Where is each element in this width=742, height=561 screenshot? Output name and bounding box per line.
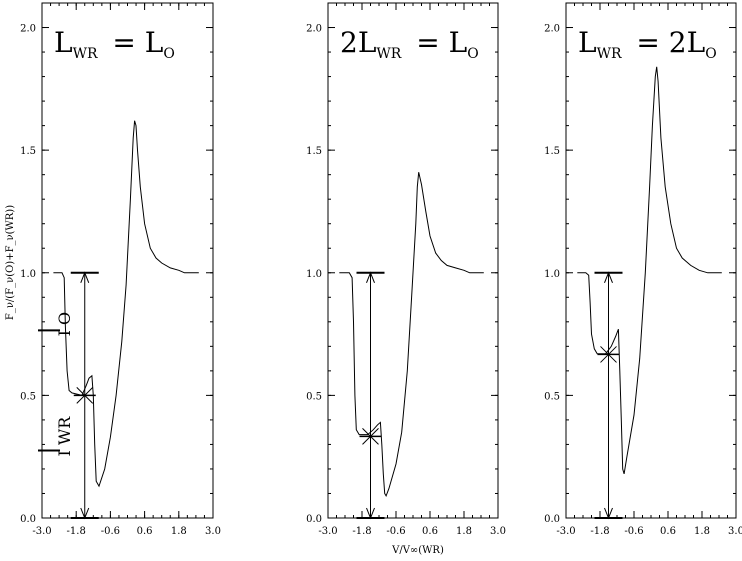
marker-arrow-down	[366, 507, 375, 520]
panel-title: 2LWR = LO	[340, 26, 479, 62]
x-tick-label: 0.6	[137, 526, 153, 537]
y-tick-label: 2.0	[20, 24, 36, 35]
x-tick-label: -3.0	[556, 526, 575, 537]
y-tick-label: 0.5	[306, 391, 322, 402]
x-tick-label: -3.0	[318, 526, 337, 537]
plot-frame	[327, 2, 499, 519]
spectrum-line	[577, 66, 722, 475]
x-tick-label: 0.6	[422, 526, 438, 537]
y-tick-label: 0.0	[544, 514, 560, 525]
x-tick-label: 3.0	[205, 526, 221, 537]
y-tick-label: 0.0	[20, 514, 36, 525]
y-tick-label: 1.5	[544, 146, 560, 157]
x-tick-label: -0.6	[101, 526, 120, 537]
y-tick-label: 1.0	[306, 269, 322, 280]
y-axis-label: F_ν/(F_ν(O)+F_ν(WR))	[5, 205, 16, 320]
x-tick-label: -3.0	[32, 526, 51, 537]
marker-arrow-down	[604, 507, 613, 520]
y-tick-label: 0.5	[544, 391, 560, 402]
plot-frame	[565, 2, 737, 519]
y-tick-label: 0.5	[20, 391, 36, 402]
x-tick-label: 1.8	[456, 526, 472, 537]
spectrum-line	[53, 120, 199, 488]
x-tick-label: -1.8	[67, 526, 86, 537]
marker-arrow-up	[80, 271, 90, 283]
x-tick-label: 1.8	[694, 526, 710, 537]
side-label-lower: I WR	[55, 416, 74, 457]
x-tick-label: 1.8	[171, 526, 187, 537]
y-tick-label: 2.0	[306, 24, 322, 35]
y-tick-label: 0.0	[306, 514, 322, 525]
panel-title: LWR = LO	[54, 26, 175, 62]
y-tick-label: 2.0	[544, 24, 560, 35]
star-d2	[600, 346, 617, 363]
spectrum-line	[339, 172, 484, 498]
x-axis-label: V/V∞(WR)	[391, 545, 444, 556]
star-d2	[76, 387, 94, 404]
marker-arrow-down	[80, 507, 90, 520]
panel-title: LWR = 2LO	[578, 26, 717, 62]
x-tick-label: -0.6	[624, 526, 643, 537]
x-tick-label: -1.8	[590, 526, 609, 537]
panel-1: -3.0 -1.8 -0.6 0.6 1.8 3.0 0.0 0.5 1.0 1.5 2.0 LWR …	[5, 2, 221, 537]
marker-arrow-up	[366, 271, 375, 283]
side-label-upper: I O	[55, 312, 74, 337]
x-tick-label: -0.6	[386, 526, 405, 537]
star-d2	[362, 427, 379, 445]
x-tick-label: 3.0	[490, 526, 506, 537]
x-tick-label: 3.0	[728, 526, 742, 537]
y-tick-label: 1.5	[20, 146, 36, 157]
y-tick-label: 1.0	[20, 269, 36, 280]
x-tick-label: -1.8	[352, 526, 371, 537]
y-tick-label: 1.5	[306, 146, 322, 157]
y-tick-label: 1.0	[544, 269, 560, 280]
x-tick-label: 0.6	[660, 526, 676, 537]
panel-2: -3.0 -1.8 -0.6 0.6 1.8 3.0 0.0 0.5 1.0 1.5 2.0 2LWR…	[306, 2, 506, 556]
marker-arrow-up	[604, 271, 613, 283]
panel-3: -3.0 -1.8 -0.6 0.6 1.8 3.0 0.0 0.5 1.0 1.5 2.0 LWR …	[544, 2, 742, 537]
